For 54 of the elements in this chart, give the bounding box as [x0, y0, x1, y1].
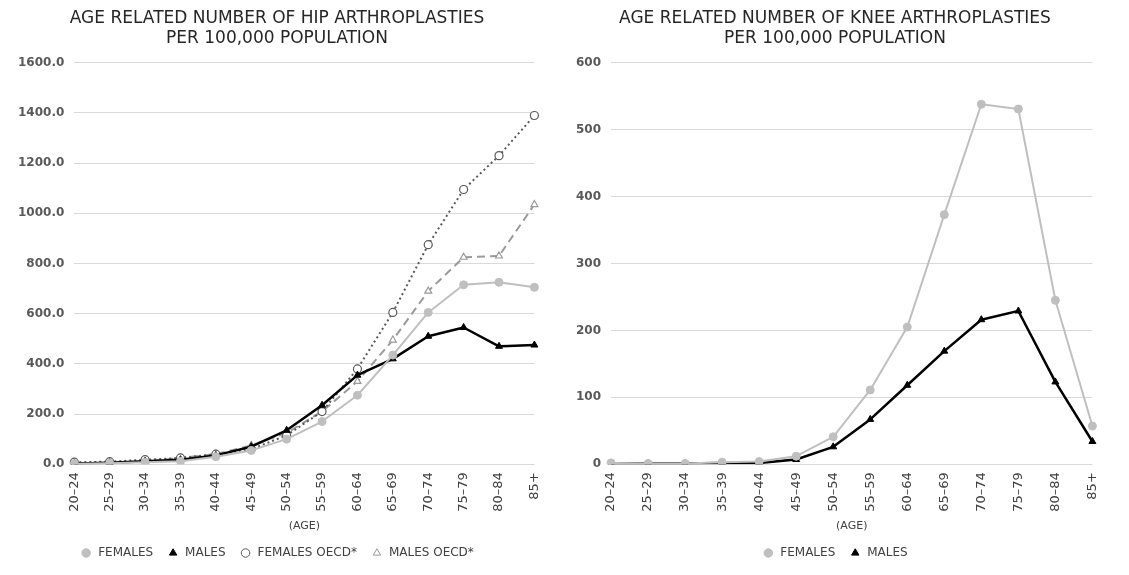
x-tick-label: 40–44: [207, 472, 223, 512]
y-tick-label: 500: [575, 121, 602, 136]
x-tick-label: 65–69: [935, 472, 951, 512]
y-tick-label: 200: [575, 322, 602, 337]
y-tick-label: 0.0: [43, 456, 65, 471]
x-tick-label: 35–39: [713, 472, 729, 512]
y-tick-label: 1600.0: [17, 54, 65, 69]
x-tick-label: 55–59: [313, 472, 329, 512]
x-tick-label: 20–24: [65, 472, 81, 512]
x-tick-label: 20–24: [602, 472, 618, 512]
x-tick-label: 25–29: [639, 472, 655, 512]
x-tick-label: 60–64: [898, 472, 914, 512]
x-tick-label: 35–39: [171, 472, 187, 512]
x-axis-title: (AGE): [288, 519, 321, 533]
y-tick-label: 600.0: [26, 305, 65, 320]
y-tick-label: 300: [575, 255, 602, 270]
x-tick-label: 85+: [1083, 472, 1099, 500]
y-tick-label: 600: [575, 54, 602, 69]
legend-label: MALES: [867, 545, 908, 560]
y-tick-label: 400.0: [26, 355, 65, 370]
y-tick-label: 0: [592, 456, 602, 471]
x-tick-label: 30–34: [136, 472, 152, 512]
x-tick-label: 55–59: [861, 472, 877, 512]
legend-label: FEMALES: [98, 545, 154, 560]
x-tick-label: 50–54: [824, 472, 840, 512]
x-tick-label: 70–74: [419, 472, 435, 512]
y-tick-label: 1000.0: [17, 205, 65, 220]
x-tick-label: 75–79: [454, 472, 470, 512]
legend-label: FEMALES OECD*: [257, 545, 357, 560]
x-tick-label: 50–54: [278, 472, 294, 512]
x-tick-label: 40–44: [750, 472, 766, 512]
x-tick-label: 85+: [525, 472, 541, 500]
y-tick-label: 400: [575, 188, 602, 203]
x-tick-label: 80–84: [1046, 472, 1062, 512]
x-tick-label: 70–74: [972, 472, 988, 512]
x-tick-label: 80–84: [490, 472, 506, 512]
x-tick-label: 75–79: [1009, 472, 1025, 512]
chart-title: AGE RELATED NUMBER OF HIP ARTHROPLASTIES PER 100,000 POPULATION: [69, 6, 485, 48]
x-tick-label: 45–49: [787, 472, 803, 512]
y-tick-label: 200.0: [26, 406, 65, 421]
y-tick-label: 1400.0: [17, 105, 65, 120]
x-axis-title: (AGE): [836, 519, 868, 533]
x-tick-label: 45–49: [242, 472, 258, 512]
x-tick-label: 65–69: [384, 472, 400, 512]
legend-label: MALES: [185, 545, 226, 560]
x-tick-label: 25–29: [101, 472, 117, 512]
x-tick-label: 60–64: [348, 472, 364, 512]
y-tick-label: 800.0: [26, 255, 65, 270]
y-tick-label: 1200.0: [17, 155, 65, 170]
y-tick-label: 100: [575, 389, 602, 404]
x-tick-label: 30–34: [676, 472, 692, 512]
legend-label: MALES OECD*: [388, 545, 474, 560]
legend-label: FEMALES: [780, 545, 836, 560]
chart-title: AGE RELATED NUMBER OF KNEE ARTHROPLASTIES PER 100,000 POPULATION: [619, 6, 1051, 48]
